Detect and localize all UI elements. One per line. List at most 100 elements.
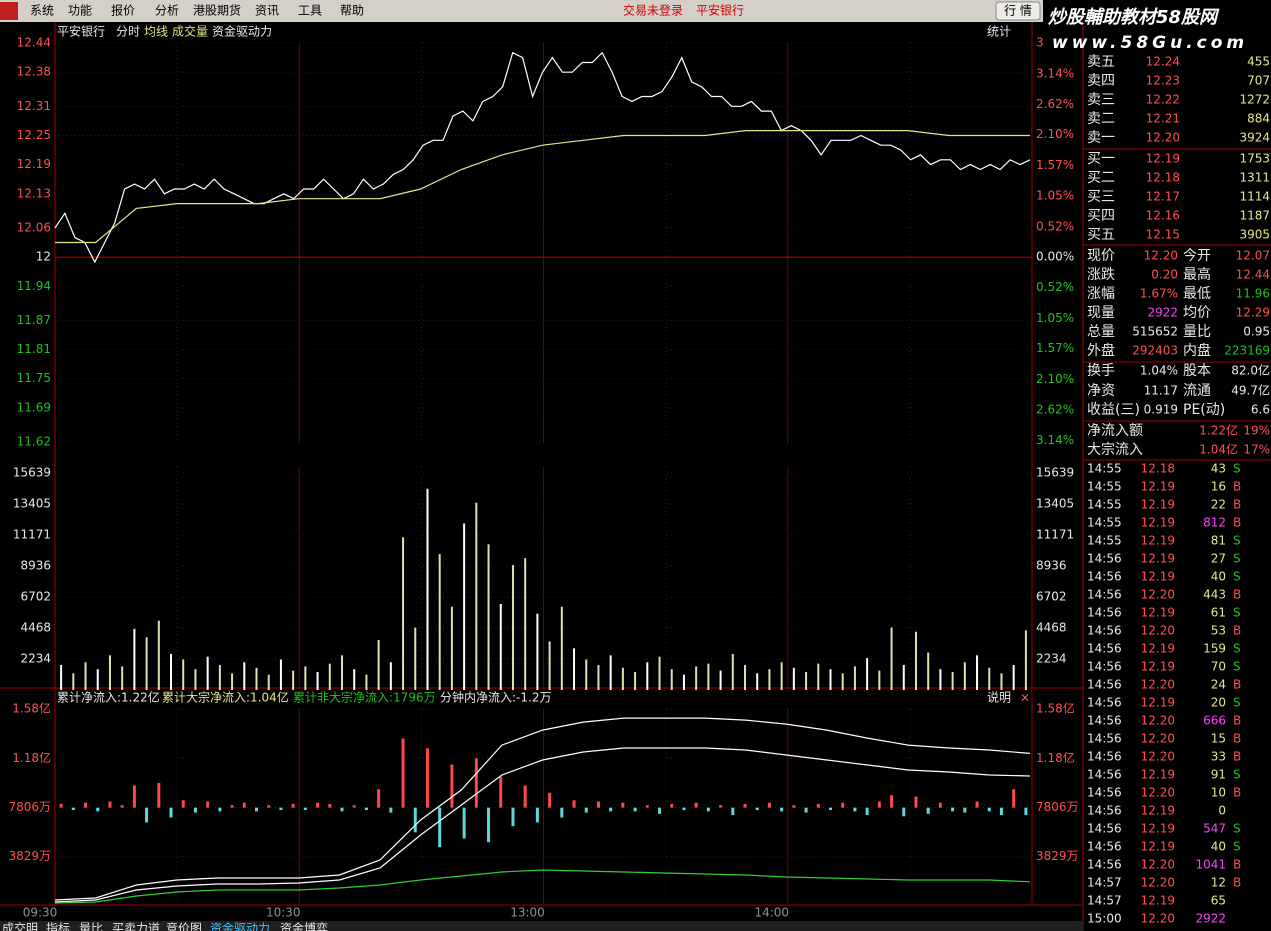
- quote-label: 最高: [1183, 266, 1211, 283]
- y-tick-label: 6702: [20, 590, 51, 604]
- banner-url: www.58Gu.com: [1052, 33, 1248, 53]
- flow-bar: [291, 803, 295, 808]
- trade-side: B: [1233, 624, 1241, 638]
- menu-item[interactable]: 帮助: [340, 4, 364, 18]
- bottom-tab[interactable]: 量比: [79, 922, 103, 931]
- volume-bar: [939, 669, 942, 690]
- trade-price: 12.20: [1141, 678, 1175, 692]
- book-price: 12.16: [1146, 209, 1180, 223]
- flow-bar: [145, 807, 149, 823]
- trade-volume: 33: [1211, 750, 1226, 764]
- y2-tick-label: 7806万: [1036, 800, 1079, 814]
- volume-bar: [84, 662, 87, 690]
- book-label: 卖五: [1087, 54, 1115, 70]
- quote-label: 外盘: [1087, 342, 1115, 359]
- bottom-tab[interactable]: 买卖力道: [112, 922, 160, 931]
- flow-legend: 累计非大宗净流入:1796万: [293, 690, 436, 705]
- menu-item[interactable]: 系统: [30, 4, 54, 18]
- chart-tab[interactable]: 资金驱动力: [212, 24, 272, 39]
- y-tick-label: 15639: [13, 466, 51, 480]
- menu-item[interactable]: 港股期货: [193, 3, 241, 18]
- trade-price: 12.18: [1141, 462, 1175, 476]
- flow-bar: [584, 807, 588, 813]
- quote-value: 515652: [1132, 325, 1178, 339]
- bottom-tab[interactable]: 成交明: [2, 921, 38, 931]
- book-volume: 3924: [1239, 131, 1270, 145]
- volume-bar: [108, 655, 111, 690]
- menu-item[interactable]: 工具: [298, 4, 322, 18]
- bottom-tab[interactable]: 竞价图: [166, 922, 202, 931]
- volume-bar: [145, 637, 148, 690]
- book-label: 买三: [1087, 189, 1115, 205]
- flow-bar: [206, 801, 210, 808]
- volume-bar: [914, 631, 917, 690]
- volume-bar: [389, 662, 392, 690]
- volume-bar: [548, 641, 551, 690]
- volume-bar: [585, 659, 588, 690]
- bottom-tab[interactable]: 资金驱动力: [210, 921, 270, 931]
- volume-bar: [328, 663, 331, 690]
- quote-button[interactable]: 行 情: [1004, 4, 1032, 18]
- status-text: 交易未登录: [623, 3, 683, 18]
- stats-button[interactable]: 统计: [987, 25, 1011, 39]
- y2-tick-label: 3.14%: [1036, 66, 1074, 80]
- x-tick-label: 09:30: [23, 906, 58, 920]
- chart-tab[interactable]: 成交量: [172, 24, 208, 39]
- flow-bar: [132, 785, 136, 808]
- menu-item[interactable]: 功能: [68, 4, 92, 18]
- book-price: 12.22: [1146, 93, 1180, 107]
- y-tick-label: 4468: [20, 621, 51, 635]
- flow-bar: [914, 796, 918, 808]
- book-price: 12.19: [1146, 152, 1180, 166]
- flow-bar: [621, 802, 625, 808]
- flow-bar: [242, 802, 246, 808]
- y-tick-label: 11.69: [17, 400, 51, 414]
- quote-label: 股本: [1183, 363, 1211, 379]
- flow-legend: 累计大宗净流入:1.04亿: [162, 690, 289, 705]
- y2-tick-label: 15639: [1036, 466, 1074, 480]
- menu-item[interactable]: 分析: [155, 4, 179, 18]
- chart-tab[interactable]: 均线: [144, 25, 168, 39]
- flow-bar: [548, 792, 552, 808]
- volume-bar: [316, 671, 319, 690]
- y-tick-label: 1.58亿: [12, 701, 51, 716]
- volume-bar: [182, 659, 185, 690]
- menu-item[interactable]: 资讯: [255, 4, 279, 18]
- bottom-tab[interactable]: 资金博弈: [280, 921, 328, 931]
- volume-bar: [976, 655, 979, 690]
- flow-bar: [828, 807, 832, 811]
- flow-bar: [780, 807, 784, 812]
- quote-button-bg[interactable]: [995, 1, 1041, 21]
- flow-line: [54, 869, 1031, 904]
- help-button[interactable]: 说明: [987, 690, 1011, 705]
- trade-volume: 159: [1203, 642, 1226, 656]
- flow-bar: [951, 807, 955, 812]
- y2-tick-label: 1.57%: [1036, 158, 1074, 172]
- flow-bar: [71, 807, 75, 811]
- quote-value: 11.17: [1144, 384, 1178, 398]
- volume-bar: [60, 665, 63, 690]
- book-price: 12.24: [1146, 55, 1180, 69]
- book-volume: 1753: [1239, 152, 1270, 166]
- flow-bar: [193, 807, 197, 813]
- trade-side: B: [1233, 858, 1241, 872]
- flow-bar: [352, 805, 356, 808]
- menu-item[interactable]: 报价: [111, 3, 135, 18]
- trade-time: 14:56: [1087, 570, 1122, 584]
- trade-side: B: [1233, 714, 1241, 728]
- book-label: 卖二: [1087, 111, 1115, 127]
- volume-bar: [231, 673, 234, 690]
- volume-bar: [279, 659, 282, 690]
- chart-tab[interactable]: 分时: [116, 25, 140, 39]
- bottom-tab[interactable]: 指标: [46, 921, 70, 931]
- trade-volume: 2922: [1195, 912, 1226, 926]
- volume-bar: [902, 665, 905, 690]
- y2-tick-label: 0.00%: [1036, 250, 1074, 264]
- app-icon[interactable]: [0, 2, 18, 20]
- trade-price: 12.19: [1141, 840, 1175, 854]
- close-button[interactable]: ×: [1020, 691, 1030, 705]
- y-tick-label: 12.31: [17, 99, 51, 113]
- volume-bar: [988, 667, 991, 690]
- book-volume: 707: [1247, 74, 1270, 88]
